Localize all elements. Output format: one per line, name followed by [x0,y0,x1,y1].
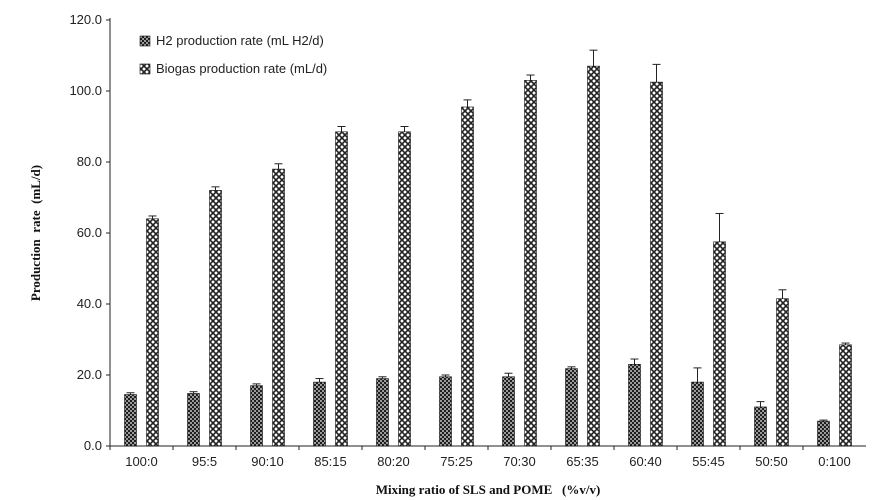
bar-h2 [187,393,200,447]
legend-label-h2: H2 production rate (mL H2/d) [156,33,324,48]
bar-h2 [691,381,704,447]
y-tick-label: 80.0 [77,154,102,169]
bar-h2 [502,376,515,447]
bar-biogas [209,190,222,447]
x-tick-label: 60:40 [629,454,662,469]
y-tick-label: 40.0 [77,296,102,311]
bar-h2 [565,368,578,447]
x-tick-label: 50:50 [755,454,788,469]
x-tick-label: 65:35 [566,454,599,469]
bar-h2 [313,381,326,447]
bar-biogas [461,106,474,447]
x-tick-label: 75:25 [440,454,473,469]
bar-biogas [839,344,852,447]
bar-biogas [713,241,726,447]
y-tick-label: 20.0 [77,367,102,382]
bar-h2 [439,376,452,447]
bar-biogas [650,81,663,447]
bar-h2 [124,394,137,447]
x-axis-title: Mixing ratio of SLS and POME (%v/v) [376,482,601,497]
bar-biogas [776,298,789,447]
bar-h2 [817,420,830,447]
x-tick-label: 70:30 [503,454,536,469]
x-tick-label: 85:15 [314,454,347,469]
x-tick-label: 95:5 [192,454,217,469]
y-tick-label: 120.0 [69,12,102,27]
y-tick-label: 0.0 [84,438,102,453]
bar-biogas [335,131,348,447]
legend-label-biogas: Biogas production rate (mL/d) [156,61,327,76]
bar-h2 [376,378,389,447]
y-tick-label: 60.0 [77,225,102,240]
bar-h2 [754,406,767,447]
legend-swatch-biogas [139,63,151,75]
legend-swatch-h2 [139,35,151,47]
x-tick-label: 90:10 [251,454,284,469]
bar-biogas [146,218,159,447]
bar-h2 [250,385,263,447]
x-tick-label: 0:100 [818,454,851,469]
bar-biogas [398,131,411,447]
y-axis-title: Production rate (mL/d) [28,165,43,301]
x-tick-label: 55:45 [692,454,725,469]
x-tick-label: 80:20 [377,454,410,469]
bar-h2 [628,364,641,447]
bar-biogas [272,168,285,447]
bar-biogas [587,65,600,447]
bar-biogas [524,80,537,447]
y-tick-label: 100.0 [69,83,102,98]
x-tick-label: 100:0 [125,454,158,469]
